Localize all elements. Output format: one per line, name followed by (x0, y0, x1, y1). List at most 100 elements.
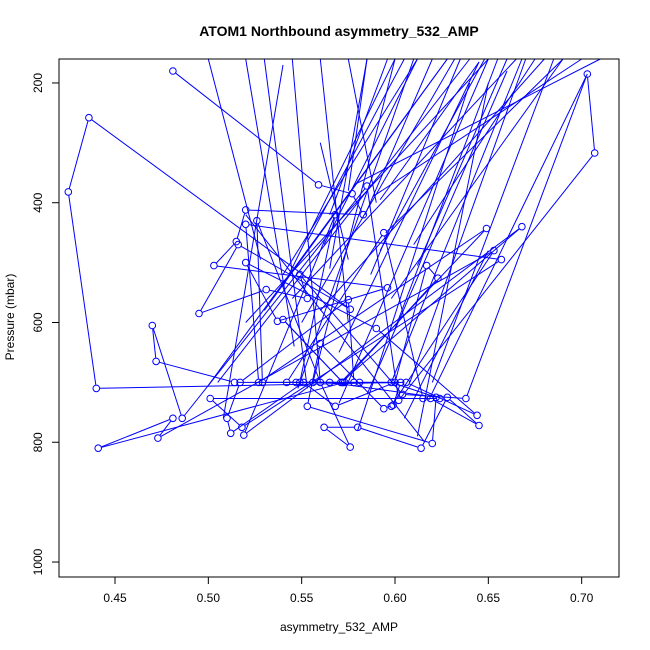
data-point (348, 189, 356, 198)
series-segment (306, 58, 405, 242)
series-segment (246, 265, 277, 319)
data-point (518, 222, 526, 231)
series-segment (329, 58, 388, 215)
series-segment (245, 214, 426, 443)
series-segment (395, 268, 427, 380)
series-segment (416, 82, 489, 437)
series-segment (200, 247, 237, 311)
data-point (282, 378, 291, 387)
series-segment (587, 77, 595, 150)
series-segment (68, 121, 89, 189)
data-point (303, 294, 312, 303)
data-point (279, 315, 287, 324)
series-points (64, 67, 599, 453)
series-segment (160, 251, 492, 437)
x-tick-label: 0.60 (383, 591, 407, 605)
series-segment (282, 58, 396, 287)
data-point (309, 378, 317, 387)
series-segment (91, 119, 348, 308)
series-segment (152, 329, 157, 358)
series-segment (245, 227, 259, 379)
series-segment (338, 58, 489, 404)
series-segment (353, 196, 363, 212)
series-segment (246, 228, 520, 434)
data-point (363, 182, 371, 190)
series-segment (202, 290, 263, 313)
series-segment (390, 58, 564, 299)
series-segment (244, 217, 335, 432)
data-point (241, 258, 250, 267)
y-tick-label: 600 (31, 312, 45, 332)
data-point (434, 274, 442, 283)
series-segment (357, 82, 471, 431)
x-tick-label: 0.70 (570, 591, 594, 605)
data-point (316, 339, 325, 348)
series-segment (390, 58, 523, 383)
series-segment (353, 58, 601, 186)
data-point (355, 378, 364, 387)
series-segment (269, 289, 304, 299)
series-segment (428, 267, 436, 276)
series-segment (297, 58, 415, 389)
series-segment (101, 382, 342, 448)
y-tick-label: 200 (31, 73, 45, 93)
series-segment (409, 383, 475, 415)
series-segment (333, 382, 433, 398)
x-axis: 0.45 0.50 0.55 0.60 0.65 0.70 (103, 576, 594, 605)
series-segment (312, 58, 396, 383)
data-point (178, 414, 186, 423)
series-segment (159, 361, 232, 382)
data-point (346, 443, 355, 451)
data-point (92, 384, 101, 393)
plot-frame (58, 58, 620, 578)
data-point (380, 228, 388, 237)
data-point (253, 216, 261, 225)
series-segment (367, 189, 399, 397)
series-segment (248, 263, 374, 328)
series-segment (449, 399, 477, 424)
data-point (346, 305, 355, 314)
data-point (230, 378, 239, 387)
data-point (241, 206, 250, 214)
series-segment (416, 58, 508, 266)
data-point (422, 261, 431, 270)
data-point (426, 394, 435, 403)
series-segment (291, 58, 321, 383)
data-point (443, 393, 452, 402)
series-segment (379, 61, 480, 200)
series-segment (217, 265, 385, 288)
series-segment (342, 230, 485, 381)
x-tick-label: 0.45 (103, 591, 127, 605)
series-segment (338, 383, 392, 406)
data-point (475, 421, 483, 430)
data-point (254, 378, 263, 387)
data-point (223, 414, 231, 423)
series-segment (329, 58, 368, 269)
data-point (292, 378, 300, 387)
data-point (372, 324, 381, 333)
series-segment (249, 209, 360, 216)
data-point (359, 210, 368, 219)
series-segment (101, 419, 170, 448)
series-segment (245, 58, 295, 347)
data-point (325, 378, 334, 387)
data-point (148, 321, 157, 330)
data-point (344, 295, 353, 304)
series-segment (378, 330, 475, 414)
series-segment (261, 230, 484, 381)
series-segment (217, 58, 471, 383)
data-point (436, 394, 444, 403)
data-point (428, 439, 437, 448)
series-segment (175, 72, 316, 183)
data-point (299, 378, 308, 387)
data-point (238, 423, 246, 432)
series-lines (68, 58, 601, 448)
series-segment (338, 61, 480, 353)
data-point (583, 70, 592, 78)
data-point (154, 434, 162, 442)
series-segment (300, 277, 307, 296)
data-point (350, 378, 358, 387)
data-point (396, 378, 405, 387)
data-point (94, 444, 102, 453)
series-segment (263, 58, 308, 389)
